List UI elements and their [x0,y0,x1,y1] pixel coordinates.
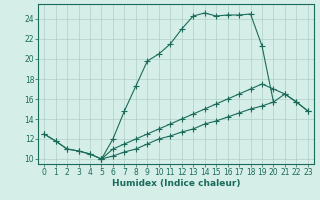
X-axis label: Humidex (Indice chaleur): Humidex (Indice chaleur) [112,179,240,188]
